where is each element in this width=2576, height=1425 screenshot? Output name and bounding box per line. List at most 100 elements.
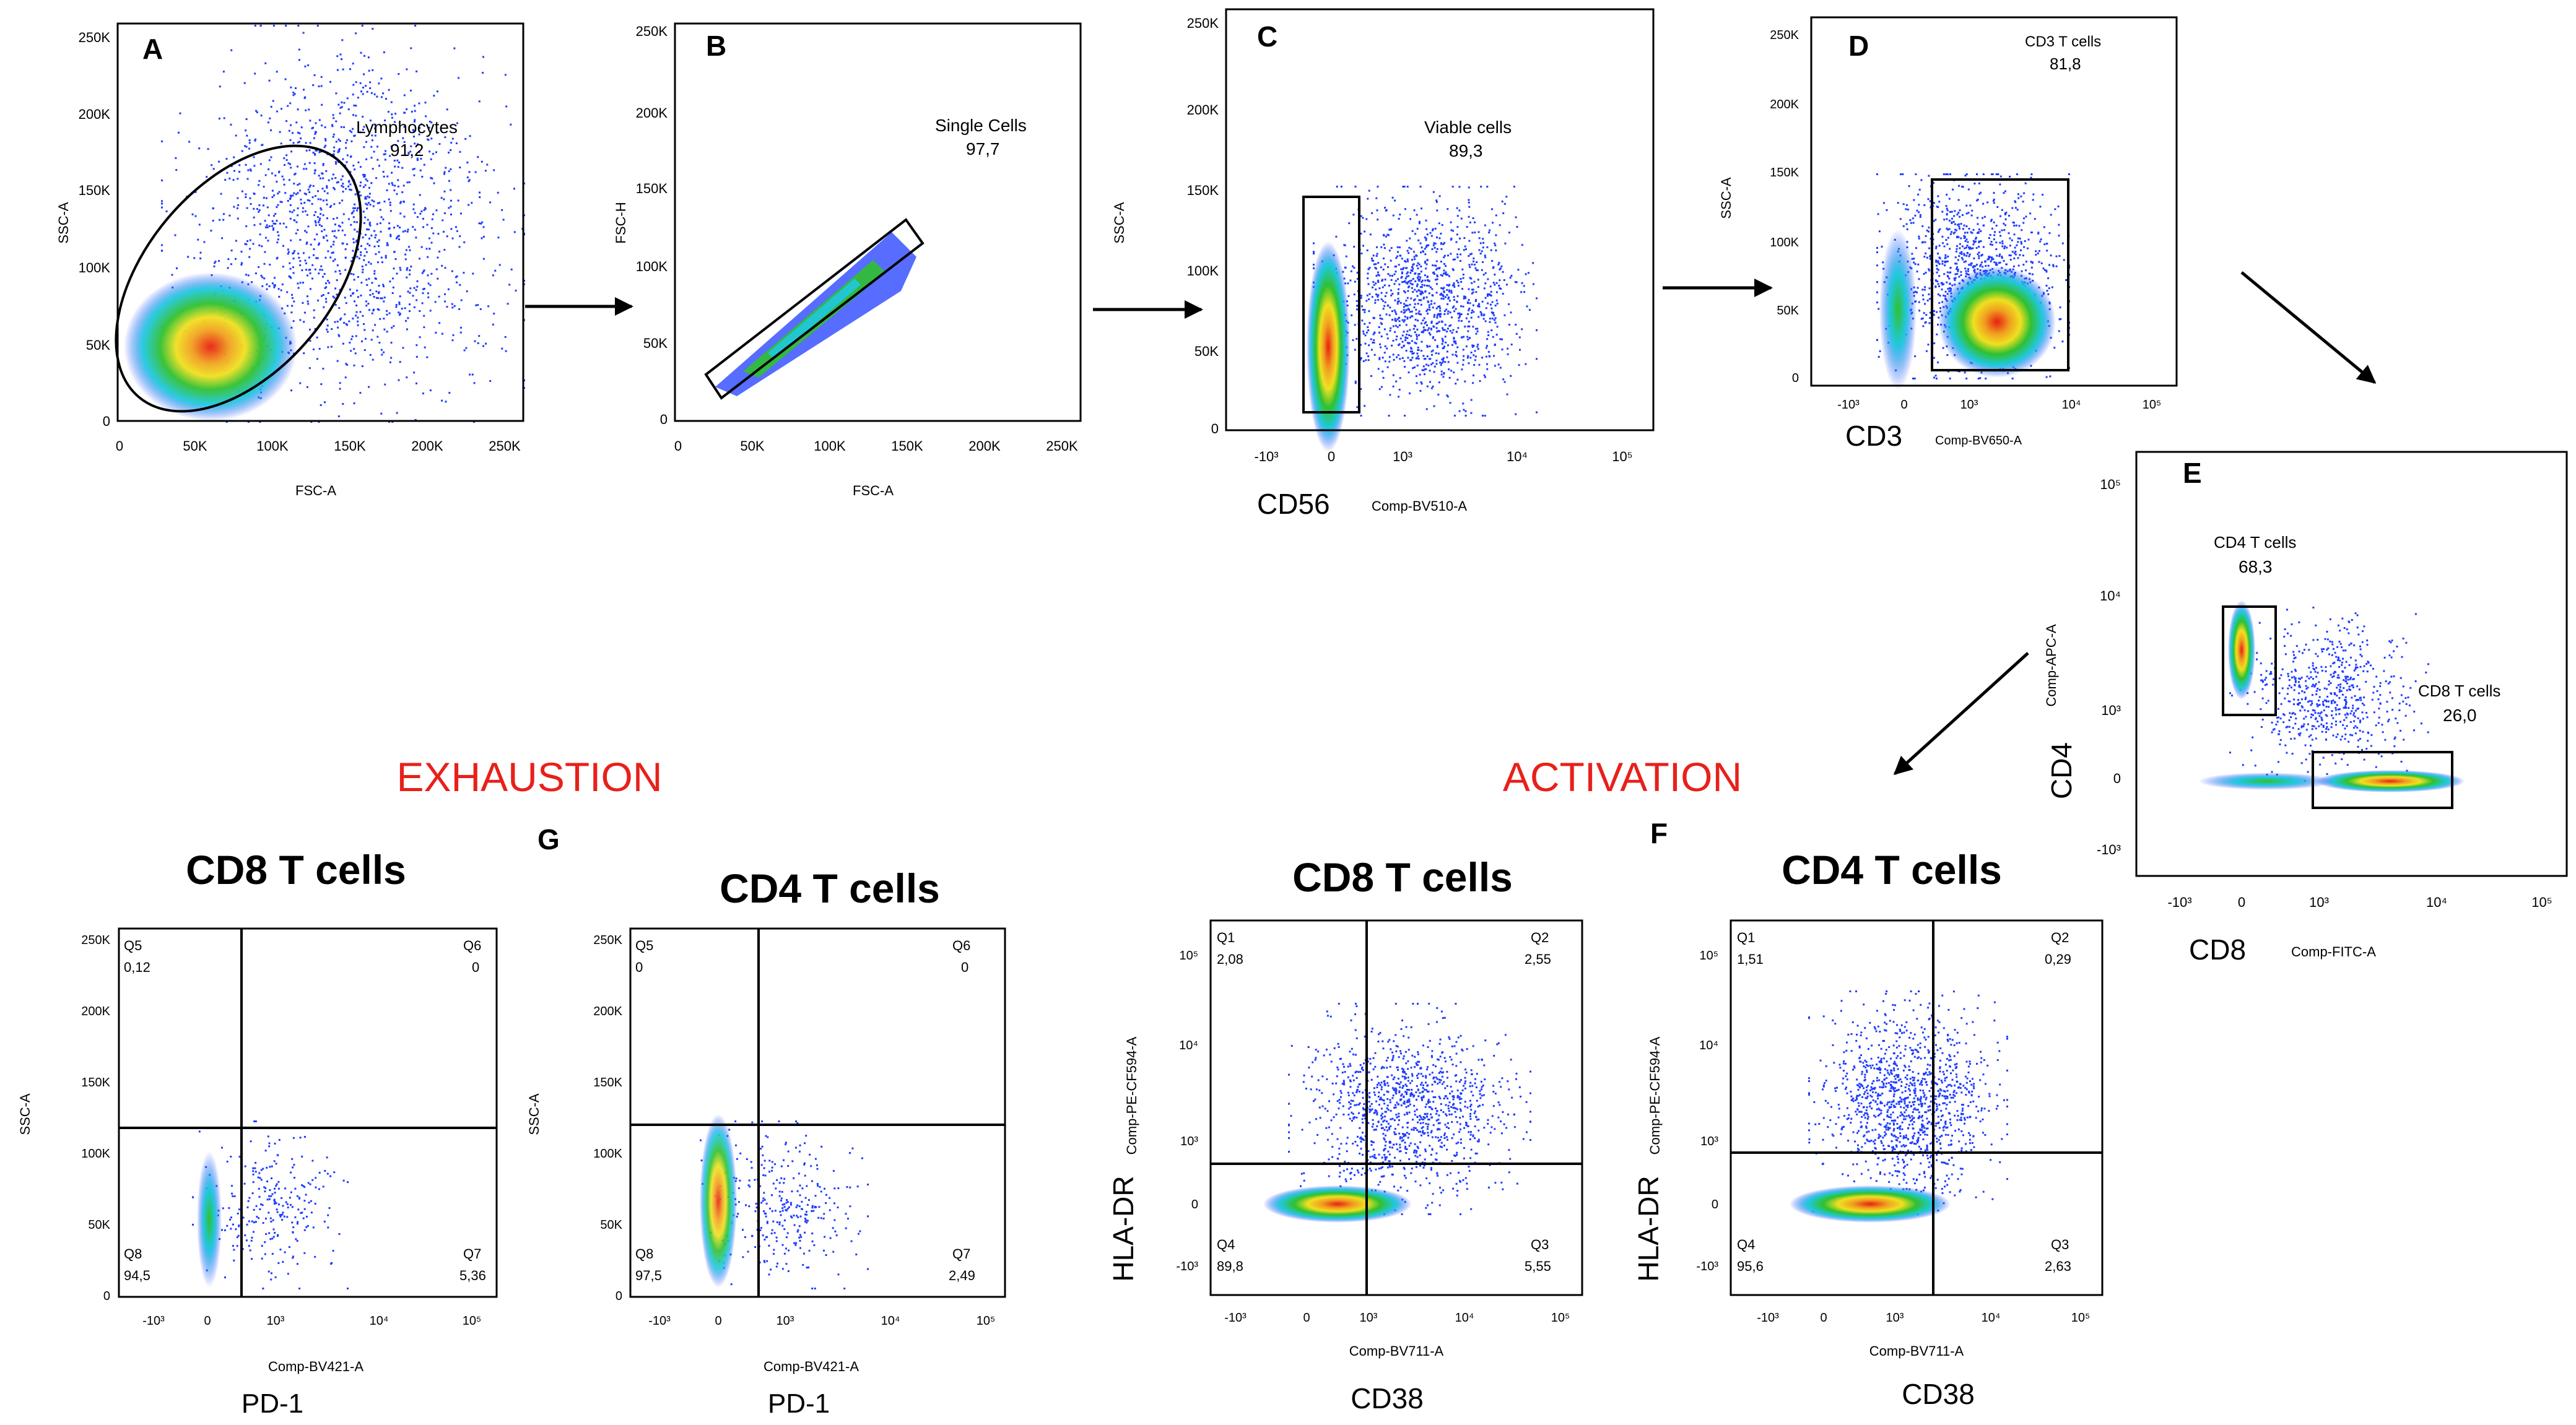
event-dot <box>1435 260 1438 262</box>
event-dot <box>323 273 326 275</box>
event-dot <box>307 199 309 201</box>
event-dot <box>258 184 260 186</box>
event-dot <box>1438 305 1441 308</box>
event-dot <box>365 251 368 253</box>
event-dot <box>1477 348 1479 350</box>
event-dot <box>1972 243 1975 246</box>
event-dot <box>1398 320 1401 323</box>
event-dot <box>794 1146 797 1149</box>
event-dot <box>383 351 385 353</box>
event-dot <box>230 49 233 51</box>
event-dot <box>2345 677 2347 680</box>
event-dot <box>2325 714 2327 716</box>
event-dot <box>1375 293 1378 295</box>
event-dot <box>2326 695 2329 698</box>
event-dot <box>2278 692 2281 695</box>
event-dot <box>1982 173 1985 175</box>
event-dot <box>296 1195 298 1197</box>
event-dot <box>2025 215 2027 218</box>
event-dot <box>274 1187 276 1190</box>
event-dot <box>2325 728 2328 730</box>
event-dot <box>1442 360 1445 363</box>
event-dot <box>2290 687 2292 689</box>
event-dot <box>244 1234 246 1237</box>
event-dot <box>771 1210 773 1213</box>
event-dot <box>1421 286 1423 288</box>
event-dot <box>264 1241 266 1244</box>
event-dot <box>808 1249 811 1252</box>
event-dot <box>1420 266 1422 267</box>
event-dot <box>388 228 390 230</box>
event-dot <box>458 77 459 79</box>
event-dot <box>276 1183 278 1185</box>
event-dot <box>796 1204 799 1206</box>
event-dot <box>778 1223 781 1226</box>
event-dot <box>1947 236 1949 239</box>
event-dot <box>1466 336 1469 338</box>
event-dot <box>1999 235 2002 237</box>
event-dot <box>2277 708 2279 710</box>
event-dot <box>1905 204 1908 206</box>
event-dot <box>1503 381 1506 383</box>
event-dot <box>313 348 315 350</box>
event-dot <box>2046 290 2048 292</box>
event-dot <box>1882 202 1885 204</box>
event-dot <box>1536 411 1538 414</box>
event-dot <box>450 168 452 170</box>
event-dot <box>1946 194 1948 196</box>
event-dot <box>2304 744 2307 747</box>
event-dot <box>280 1214 282 1216</box>
event-dot <box>2354 612 2357 615</box>
event-dot <box>339 225 341 228</box>
event-dot <box>312 184 315 187</box>
event-dot <box>258 210 260 213</box>
event-dot <box>2331 754 2333 756</box>
event-dot <box>1490 295 1492 297</box>
event-dot <box>1445 273 1447 275</box>
event-dot <box>1446 356 1448 358</box>
event-dot <box>405 249 407 251</box>
event-dot <box>1460 313 1463 316</box>
event-dot <box>2063 259 2065 261</box>
event-dot <box>2320 648 2323 651</box>
event-dot <box>2315 717 2317 719</box>
event-dot <box>771 1194 773 1197</box>
event-dot <box>1453 282 1455 285</box>
event-dot <box>1925 314 1928 316</box>
event-dot <box>1523 291 1526 293</box>
event-dot <box>1501 201 1503 202</box>
event-dot <box>423 209 425 211</box>
event-dot <box>2272 729 2274 731</box>
event-dot <box>2009 254 2012 257</box>
event-dot <box>363 222 365 224</box>
event-dot <box>1406 275 1408 278</box>
event-dot <box>1401 258 1403 260</box>
event-dot <box>409 273 411 275</box>
event-dot <box>2322 756 2325 759</box>
event-dot <box>290 239 292 241</box>
event-dot <box>783 1182 785 1184</box>
event-dot <box>1993 261 1996 264</box>
event-dot <box>734 1120 737 1122</box>
event-dot <box>281 1219 284 1221</box>
event-dot <box>1406 316 1409 319</box>
event-dot <box>375 297 378 299</box>
event-dot <box>352 256 354 259</box>
event-dot <box>260 1179 263 1181</box>
event-dot <box>2301 706 2304 709</box>
event-dot <box>373 245 376 248</box>
event-dot <box>314 132 316 135</box>
event-dot <box>2357 633 2360 636</box>
event-dot <box>1978 240 1980 243</box>
event-dot <box>422 271 425 273</box>
event-dot <box>422 217 424 220</box>
event-dot <box>323 228 326 231</box>
event-dot <box>1381 318 1383 320</box>
event-dot <box>256 111 258 113</box>
event-dot <box>1970 262 1972 265</box>
event-dot <box>175 169 178 171</box>
event-dot <box>1946 218 1948 220</box>
event-dot <box>356 256 359 258</box>
event-dot <box>2356 626 2359 629</box>
event-dot <box>337 326 339 329</box>
